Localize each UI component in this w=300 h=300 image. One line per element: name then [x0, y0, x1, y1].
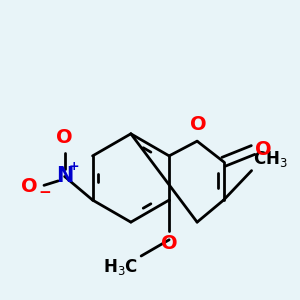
- Text: −: −: [38, 185, 51, 200]
- Text: O: O: [255, 140, 272, 160]
- Text: O: O: [56, 128, 73, 147]
- Text: O: O: [190, 115, 207, 134]
- Text: O: O: [161, 234, 178, 253]
- Text: +: +: [68, 160, 79, 173]
- Text: H$_3$C: H$_3$C: [103, 257, 138, 278]
- Text: N: N: [56, 167, 73, 187]
- Text: CH$_3$: CH$_3$: [253, 149, 288, 169]
- Text: O: O: [21, 177, 37, 196]
